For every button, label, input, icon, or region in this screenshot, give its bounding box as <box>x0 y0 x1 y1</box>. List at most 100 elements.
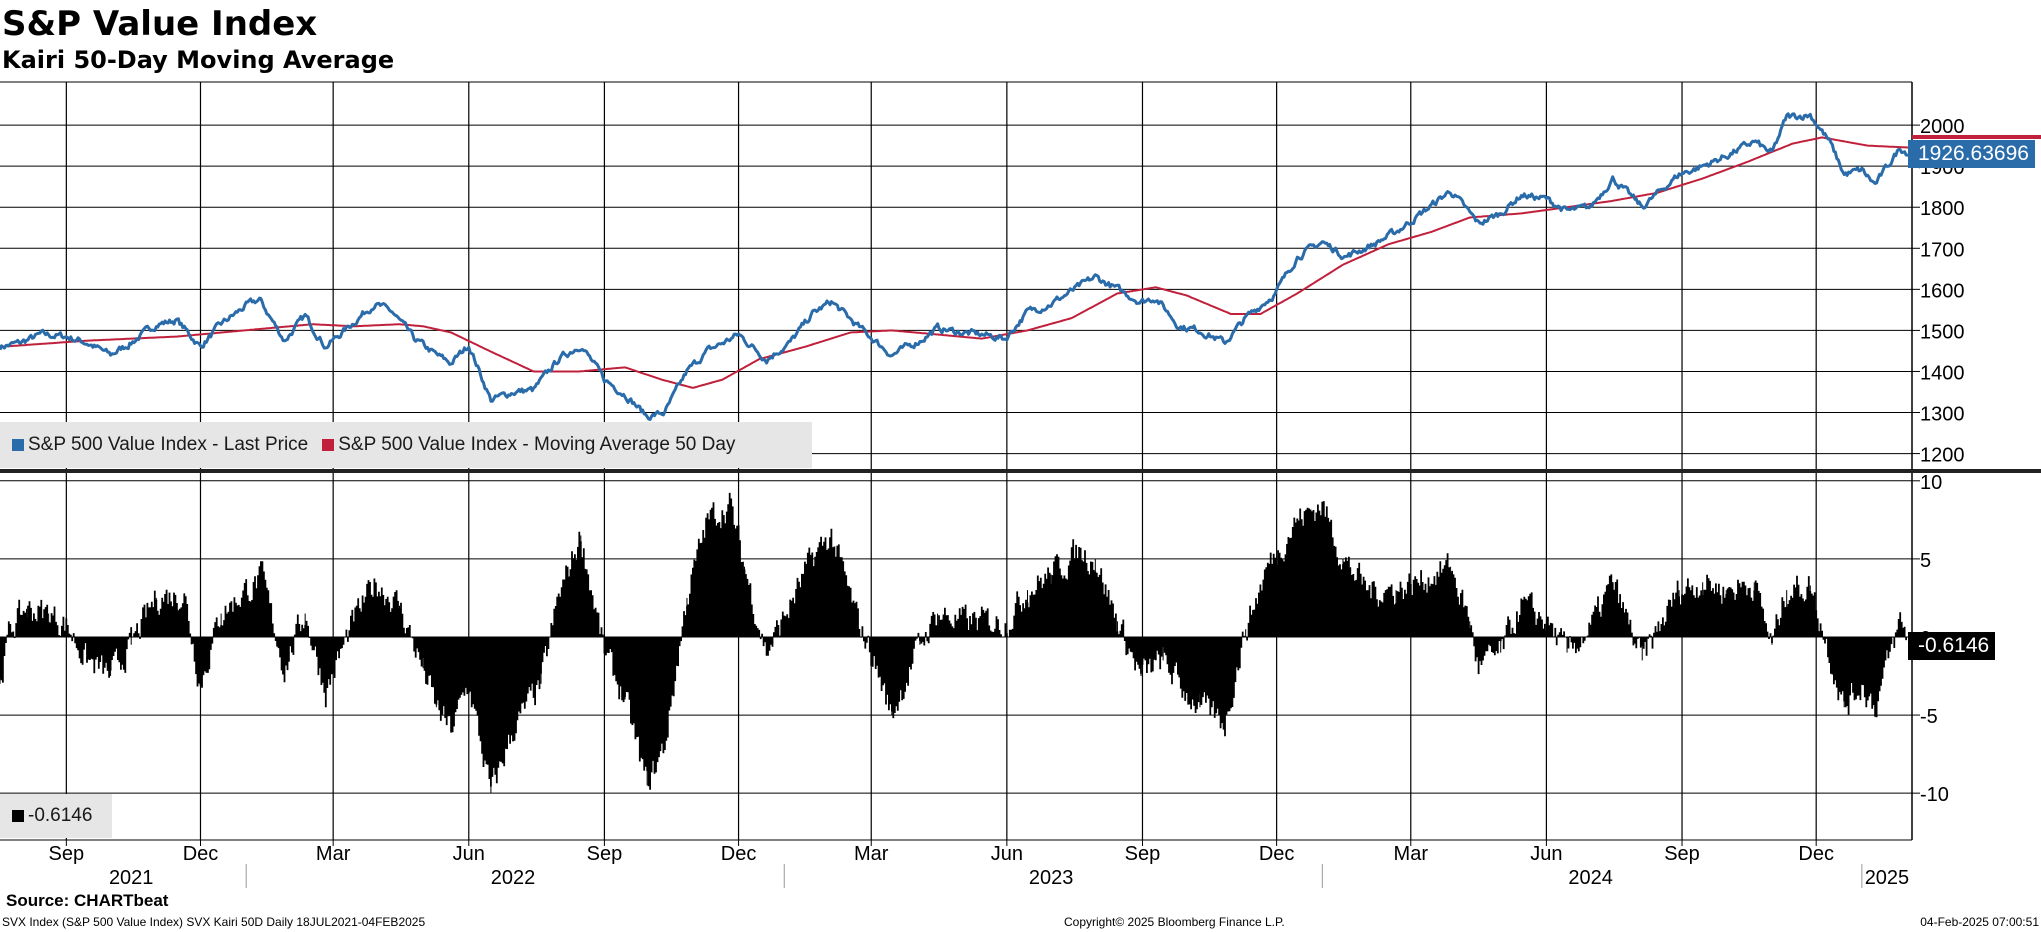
kairi-bar-86 <box>1861 636 1863 684</box>
kairi-bar-17 <box>353 621 355 637</box>
kairi-bar-47 <box>981 621 983 637</box>
legend-label-moving-average: S&P 500 Value Index - Moving Average 50 … <box>338 434 736 455</box>
kairi-bar-4 <box>65 624 67 637</box>
legend-label-kairi: -0.6146 <box>28 805 93 826</box>
year-label-2024: 2024 <box>1568 867 1613 889</box>
kairi-bar-69 <box>1478 636 1480 669</box>
xtick-label-9: Dec <box>1259 843 1295 865</box>
kairi-bar-39 <box>811 558 813 637</box>
kairi-bar-46 <box>960 621 962 637</box>
kairi-bar-20 <box>422 636 424 669</box>
ytick-label-bottom-0: -10 <box>1920 784 1949 806</box>
kairi-bar-84 <box>1828 636 1830 653</box>
kairi-bar-26 <box>540 636 542 684</box>
moving-average-tag-strip <box>1912 135 2041 139</box>
series-last-price-line <box>0 112 1913 421</box>
kairi-bar-1 <box>9 629 11 637</box>
kairi-bar-61 <box>1296 519 1298 637</box>
kairi-bar-21 <box>435 636 437 708</box>
ytick-label-top-2: 1400 <box>1920 362 1965 384</box>
kairi-bar-40 <box>830 535 832 637</box>
kairi-bars <box>0 492 1913 790</box>
kairi-bar-71 <box>1520 605 1522 637</box>
legend-item-kairi: -0.6146 <box>12 805 92 827</box>
year-label-2021: 2021 <box>109 867 154 889</box>
kairi-bar-34 <box>707 519 709 637</box>
kairi-bar-75 <box>1612 582 1614 637</box>
kairi-bar-73 <box>1566 636 1568 653</box>
year-label-2023: 2023 <box>1029 867 1074 889</box>
footer-source: Source: CHARTbeat <box>6 891 169 910</box>
kairi-bar-68 <box>1469 621 1471 637</box>
kairi-bar-32 <box>664 636 666 747</box>
xtick-label-4: Sep <box>587 843 623 865</box>
kairi-bar-53 <box>1116 621 1118 637</box>
ytick-label-top-1: 1300 <box>1920 404 1965 426</box>
kairi-bar-88 <box>1899 621 1901 637</box>
kairi-bar-58 <box>1224 636 1226 723</box>
xtick-label-6: Mar <box>854 843 889 865</box>
kairi-bar-24 <box>490 636 492 794</box>
kairi-bar-38 <box>789 605 791 637</box>
ytick-label-top-3: 1500 <box>1920 321 1965 343</box>
kairi-bar-76 <box>1641 636 1643 661</box>
kairi-bar-62 <box>1321 504 1323 637</box>
kairi-bar-60 <box>1267 566 1269 637</box>
kairi-bar-25 <box>512 636 514 731</box>
series-moving-average-line <box>0 136 1913 389</box>
kairi-bar-27 <box>558 597 560 637</box>
legend-item-last-price: S&P 500 Value Index - Last Price <box>12 434 308 456</box>
kairi-bar-85 <box>1843 636 1845 708</box>
ytick-label-bottom-3: 5 <box>1920 550 1931 572</box>
kairi-bar-33 <box>686 597 688 637</box>
marks-layer <box>0 112 1913 794</box>
kairi-bar-52 <box>1094 558 1096 637</box>
ytick-label-bottom-4: 10 <box>1920 472 1942 494</box>
kairi-bar-87 <box>1874 636 1876 708</box>
kairi-bar-83 <box>1809 585 1811 637</box>
kairi-bar-55 <box>1162 636 1164 661</box>
kairi-bar-66 <box>1416 582 1418 637</box>
legend-label-last-price: S&P 500 Value Index - Last Price <box>28 434 309 455</box>
kairi-bar-74 <box>1590 629 1592 637</box>
kairi-bar-6 <box>110 636 112 677</box>
kairi-bar-13 <box>261 579 263 637</box>
kairi-bar-22 <box>450 636 452 731</box>
kairi-bar-3 <box>48 613 50 637</box>
ytick-label-top-8: 2000 <box>1920 116 1965 138</box>
kairi-bar-80 <box>1753 582 1755 637</box>
last-price-tag: 1926.63696 <box>1908 140 2035 168</box>
kairi-bar-50 <box>1050 574 1052 637</box>
kairi-bar-36 <box>743 566 745 637</box>
kairi-bar-54 <box>1140 636 1142 677</box>
kairi-bar-9 <box>183 593 185 637</box>
legend-swatch-moving-average <box>322 439 335 451</box>
kairi-bar-19 <box>399 605 401 637</box>
kairi-bar-72 <box>1545 621 1547 637</box>
legend-swatch-last-price <box>12 439 24 451</box>
xtick-label-10: Mar <box>1394 843 1429 865</box>
kairi-bar-11 <box>220 613 222 637</box>
kairi-bar-67 <box>1450 566 1452 637</box>
kairi-bar-48 <box>1006 621 1008 637</box>
xtick-label-12: Sep <box>1664 843 1700 865</box>
kairi-bar-82 <box>1786 590 1788 637</box>
kairi-bar-16 <box>325 636 327 692</box>
kairi-bar-2 <box>26 608 28 637</box>
kairi-bar-35 <box>729 504 731 637</box>
ytick-label-bottom-1: -5 <box>1920 706 1938 728</box>
xtick-label-5: Dec <box>721 843 757 865</box>
kairi-bar-42 <box>870 636 872 653</box>
xtick-label-2: Mar <box>316 843 351 865</box>
kairi-bar-81 <box>1771 636 1773 645</box>
footer-description: SVX Index (S&P 500 Value Index) SVX Kair… <box>2 915 426 929</box>
xtick-label-7: Jun <box>991 843 1023 865</box>
xtick-label-0: Sep <box>49 843 85 865</box>
ytick-label-top-4: 1600 <box>1920 280 1965 302</box>
kairi-bar-12 <box>245 590 247 637</box>
footer-copyright: Copyright© 2025 Bloomberg Finance L.P. <box>1064 915 1285 929</box>
ytick-label-top-0: 1200 <box>1920 445 1965 467</box>
kairi-bar-8 <box>155 597 157 637</box>
year-label-2025: 2025 <box>1865 867 1910 889</box>
kairi-bar-59 <box>1245 629 1247 637</box>
